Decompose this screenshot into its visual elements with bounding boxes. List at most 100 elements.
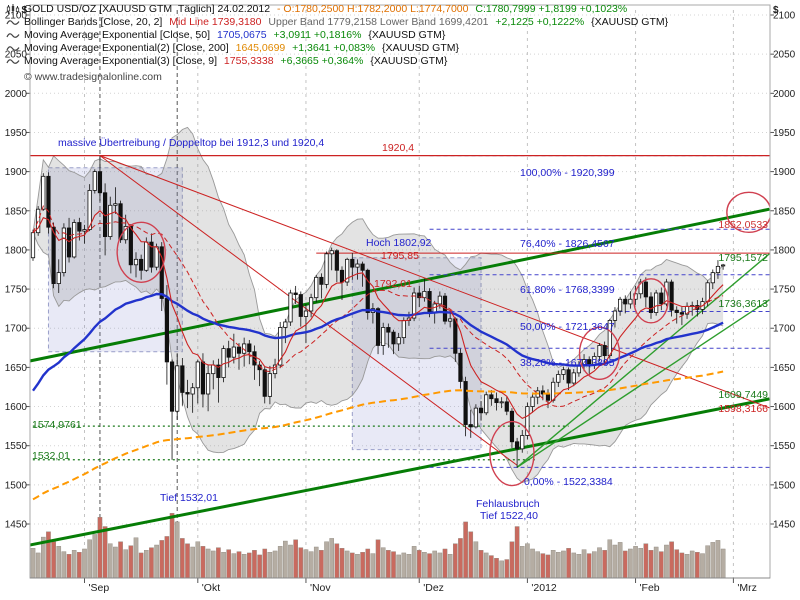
legend-text: Moving Average Exponential(2) [Close, 20… [24, 42, 232, 54]
volume-bar [659, 551, 664, 578]
volume-bar [355, 554, 360, 578]
x-axis-month-label: '2012 [531, 582, 557, 594]
candle-body [473, 407, 479, 428]
volume-bar [509, 541, 515, 578]
candle-body [551, 381, 556, 401]
chart-annotation[interactable]: 1920,4 [382, 142, 414, 154]
candle-body [303, 310, 309, 317]
candle-body [561, 369, 566, 375]
candle-body [252, 351, 257, 366]
chart-annotation[interactable]: 1532,01 [32, 450, 70, 462]
x-axis-month-label: 'Sep [89, 582, 110, 594]
chart-annotation[interactable]: 1792,01 [374, 278, 412, 290]
chart-annotation[interactable]: Tief 1532,01 [160, 492, 218, 504]
chart-annotation[interactable]: 1736,3613 [718, 298, 768, 310]
candle-body [401, 319, 406, 339]
highlight-ellipse[interactable] [116, 221, 166, 283]
wave-icon [6, 30, 20, 41]
highlight-ellipse[interactable] [633, 278, 669, 324]
candle-body [159, 246, 164, 299]
ema50-row[interactable]: Moving Average Exponential [Close, 50] 1… [6, 29, 668, 42]
candle-body [82, 229, 87, 232]
volume-bar [164, 536, 170, 578]
chart-annotation[interactable]: Tief 1522,40 [480, 510, 538, 522]
volume-bar [56, 546, 62, 578]
currency-symbol-left: $ [21, 5, 27, 16]
y-axis-label-left: 1600 [5, 402, 28, 413]
legend-text: +2,1225 +0,1222% [495, 16, 588, 28]
x-axis-month-label: 'Dez [423, 582, 444, 594]
volume-bar [246, 552, 252, 578]
wave-icon [6, 17, 20, 28]
chart-annotation[interactable]: 76,40% - 1826,4567 [520, 238, 615, 250]
y-axis-label-left: 1700 [5, 324, 28, 335]
chart-annotation[interactable]: 61,80% - 1768,3399 [520, 284, 615, 296]
chart-annotation[interactable]: 50,00% - 1721,3647 [520, 321, 615, 333]
chart-annotation[interactable]: 1598,3166 [718, 403, 768, 415]
volume-bar [473, 541, 479, 578]
highlight-ellipse[interactable] [726, 191, 771, 234]
y-axis-label-left: 1550 [5, 441, 28, 452]
volume-bar [190, 546, 195, 578]
ema200-row[interactable]: Moving Average Exponential(2) [Close, 20… [6, 42, 668, 55]
y-axis-label-left: 1850 [5, 206, 28, 217]
volume-bar [113, 546, 118, 578]
y-axis-label-right: 1800 [773, 245, 796, 256]
chart-annotation[interactable]: 1852,0533 [718, 219, 768, 231]
trendline[interactable] [18, 207, 770, 363]
chart-annotation[interactable]: 100,00% - 1920,399 [520, 167, 615, 179]
candle-body [77, 222, 82, 232]
volume-bar [458, 538, 463, 578]
volume-bar [143, 550, 149, 578]
trendline[interactable] [18, 397, 770, 548]
chart-annotation[interactable]: 1795,85 [381, 250, 419, 262]
candle-body [386, 327, 391, 333]
chart-annotation[interactable]: 0,00% - 1522,3384 [524, 476, 613, 488]
instrument-row[interactable]: GOLD USD/OZ [XAUUSD GTM Täglich] 24.02.2… [6, 3, 668, 16]
chart-annotation[interactable]: 1795,1572 [718, 252, 768, 264]
chart-annotation[interactable]: massive Übertreibung / Doppeltop bei 191… [58, 137, 324, 149]
candle-body [133, 258, 139, 266]
volume-bar [288, 544, 293, 578]
candle-body [648, 296, 654, 313]
volume-bar [556, 552, 561, 578]
volume-bar [370, 553, 376, 578]
volume-bar [210, 550, 216, 578]
volume-bar [494, 558, 499, 578]
chart-annotation[interactable]: 1574,9761 [32, 419, 82, 431]
volume-bar [303, 549, 309, 578]
bollinger-row[interactable]: Bollinger Bands [Close, 20, 2] Mid Line … [6, 16, 668, 29]
volume-bar [154, 544, 159, 578]
volume-bar [432, 550, 438, 578]
chart-annotation[interactable]: Hoch 1802,92 [366, 237, 432, 249]
volume-bar [138, 552, 144, 578]
highlight-ellipse[interactable] [489, 420, 535, 487]
trendline[interactable] [99, 155, 518, 466]
candle-body [262, 369, 267, 397]
candle-body [175, 365, 180, 412]
candle-body [458, 352, 463, 382]
volume-bar [391, 551, 396, 578]
volume-bar [633, 546, 638, 578]
candle-body [308, 297, 314, 312]
volume-bar [468, 531, 474, 578]
highlight-ellipse[interactable] [578, 326, 621, 380]
chart-annotation[interactable]: Fehlausbruch [476, 498, 540, 510]
candle-body [123, 226, 128, 241]
volume-bar [679, 552, 685, 578]
y-axis-label-right: 1950 [773, 128, 796, 139]
chart-annotation[interactable]: 38,20% - 1674,3895 [520, 357, 615, 369]
chart-annotation[interactable]: 1609,7449 [718, 389, 768, 401]
legend-text: {XAUUSD GTM} [370, 55, 448, 67]
ema9-row[interactable]: Moving Average Exponential(3) [Close, 9]… [6, 55, 668, 68]
candle-body [669, 281, 674, 311]
candle-body [324, 253, 329, 285]
trendline[interactable] [99, 155, 770, 409]
y-axis-label-right: 2050 [773, 50, 796, 61]
volume-bar [684, 554, 690, 578]
candle-body [92, 171, 97, 191]
candle-body [525, 406, 530, 436]
volume-bar [277, 546, 283, 578]
